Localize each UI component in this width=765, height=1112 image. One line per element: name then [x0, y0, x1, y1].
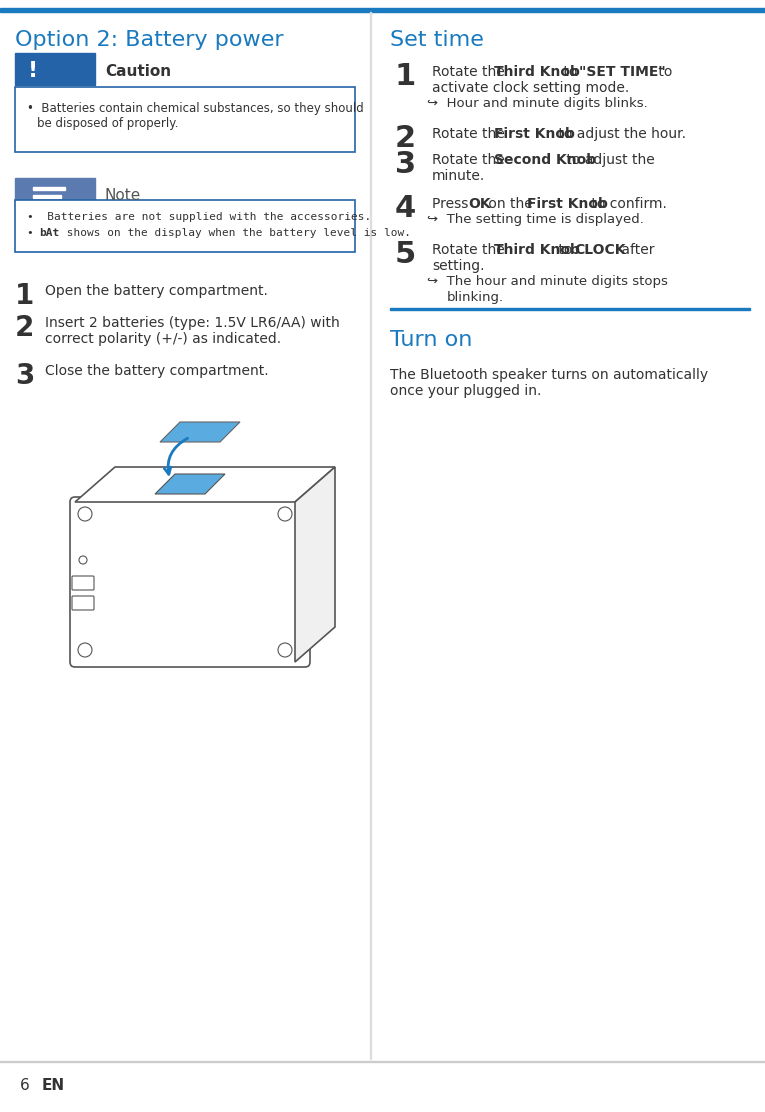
- Text: on the: on the: [484, 197, 537, 211]
- Text: to adjust the hour.: to adjust the hour.: [554, 127, 686, 141]
- Text: Insert 2 batteries (type: 1.5V LR6/AA) with: Insert 2 batteries (type: 1.5V LR6/AA) w…: [45, 316, 340, 330]
- FancyBboxPatch shape: [72, 576, 94, 590]
- Bar: [0, 8, 765, 12]
- Text: Note: Note: [105, 189, 142, 203]
- Text: to: to: [554, 244, 577, 257]
- Text: blinking.: blinking.: [447, 291, 504, 304]
- Text: ↪  Hour and minute digits blinks.: ↪ Hour and minute digits blinks.: [427, 97, 648, 110]
- Polygon shape: [155, 474, 225, 494]
- Text: to adjust the: to adjust the: [562, 153, 655, 167]
- Text: setting.: setting.: [432, 259, 484, 274]
- Bar: [15, 53, 95, 85]
- Text: activate clock setting mode.: activate clock setting mode.: [432, 81, 630, 95]
- Text: be disposed of properly.: be disposed of properly.: [37, 117, 178, 130]
- Text: to: to: [559, 64, 581, 79]
- Text: 1: 1: [395, 62, 416, 91]
- Text: minute.: minute.: [432, 169, 485, 183]
- Text: First Knob: First Knob: [527, 197, 608, 211]
- Bar: [33, 187, 65, 190]
- Bar: [370, 12, 372, 1062]
- Text: 6: 6: [20, 1079, 30, 1093]
- FancyBboxPatch shape: [72, 596, 94, 610]
- Text: ↪  The hour and minute digits stops: ↪ The hour and minute digits stops: [427, 275, 668, 288]
- Text: 3: 3: [15, 363, 34, 390]
- Bar: [33, 201, 57, 203]
- Text: •: •: [27, 228, 47, 238]
- Text: Rotate the: Rotate the: [432, 153, 509, 167]
- Text: Turn on: Turn on: [390, 330, 472, 350]
- Bar: [15, 178, 95, 210]
- Bar: [0, 1061, 765, 1062]
- Text: Rotate the: Rotate the: [432, 127, 509, 141]
- Text: "SET TIME": "SET TIME": [579, 64, 666, 79]
- Text: bAt: bAt: [39, 228, 59, 238]
- Text: Third Knob: Third Knob: [494, 64, 580, 79]
- Bar: [15, 87, 355, 152]
- Text: 3: 3: [395, 150, 416, 179]
- Text: !: !: [28, 61, 38, 81]
- Text: Rotate the: Rotate the: [432, 64, 509, 79]
- Bar: [33, 195, 61, 198]
- Text: EN: EN: [42, 1079, 65, 1093]
- Text: Option 2: Battery power: Option 2: Battery power: [15, 30, 284, 50]
- Text: The Bluetooth speaker turns on automatically: The Bluetooth speaker turns on automatic…: [390, 368, 708, 383]
- Text: •  Batteries contain chemical substances, so they should: • Batteries contain chemical substances,…: [27, 102, 363, 115]
- Text: Open the battery compartment.: Open the battery compartment.: [45, 284, 268, 298]
- FancyArrowPatch shape: [164, 438, 187, 474]
- Text: OK: OK: [468, 197, 490, 211]
- Text: Set time: Set time: [390, 30, 484, 50]
- Text: Second Knob: Second Knob: [494, 153, 596, 167]
- Text: CLOCK: CLOCK: [574, 244, 626, 257]
- Text: 2: 2: [15, 314, 34, 342]
- FancyBboxPatch shape: [70, 497, 310, 667]
- Text: Press: Press: [432, 197, 473, 211]
- Text: Caution: Caution: [105, 63, 171, 79]
- Text: Rotate the: Rotate the: [432, 244, 509, 257]
- Text: after: after: [617, 244, 655, 257]
- Circle shape: [78, 643, 92, 657]
- Text: ↪  The setting time is displayed.: ↪ The setting time is displayed.: [427, 214, 644, 226]
- Text: First Knob: First Knob: [494, 127, 575, 141]
- Polygon shape: [160, 421, 240, 441]
- Bar: [0, 1060, 765, 1112]
- Text: •  Batteries are not supplied with the accessories.: • Batteries are not supplied with the ac…: [27, 212, 371, 222]
- Text: once your plugged in.: once your plugged in.: [390, 384, 542, 398]
- Text: 2: 2: [395, 125, 416, 153]
- Text: 4: 4: [395, 193, 416, 224]
- Bar: [15, 200, 355, 252]
- Bar: [390, 308, 750, 310]
- Circle shape: [78, 507, 92, 522]
- Text: Close the battery compartment.: Close the battery compartment.: [45, 364, 269, 378]
- Text: 1: 1: [15, 282, 34, 310]
- Text: shows on the display when the battery level is low.: shows on the display when the battery le…: [60, 228, 411, 238]
- Circle shape: [278, 643, 292, 657]
- Text: correct polarity (+/-) as indicated.: correct polarity (+/-) as indicated.: [45, 332, 281, 346]
- Circle shape: [79, 556, 87, 564]
- Text: Third Knob: Third Knob: [494, 244, 580, 257]
- Circle shape: [278, 507, 292, 522]
- Text: to: to: [654, 64, 672, 79]
- Text: 5: 5: [395, 240, 416, 269]
- Text: to confirm.: to confirm.: [587, 197, 667, 211]
- Polygon shape: [75, 467, 335, 502]
- Polygon shape: [295, 467, 335, 662]
